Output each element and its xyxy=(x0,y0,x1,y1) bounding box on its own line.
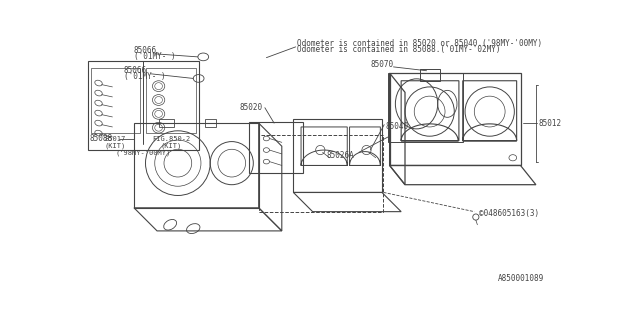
Text: 85017: 85017 xyxy=(105,136,126,142)
Bar xyxy=(88,61,200,150)
Text: (KIT): (KIT) xyxy=(160,142,182,149)
Text: 85012: 85012 xyxy=(538,119,561,128)
Text: 85020: 85020 xyxy=(239,103,262,112)
Text: 85040: 85040 xyxy=(386,123,409,132)
Text: ('98MY-'00MY): ('98MY-'00MY) xyxy=(116,150,171,156)
Text: Odometer is contained in 85088.('01MY-'02MY): Odometer is contained in 85088.('01MY-'0… xyxy=(297,45,500,54)
Text: ©048605163(3): ©048605163(3) xyxy=(479,210,539,219)
Bar xyxy=(91,68,140,133)
Text: 85088: 85088 xyxy=(90,134,113,143)
Text: (KIT): (KIT) xyxy=(105,142,126,149)
Bar xyxy=(147,68,196,133)
Text: 85070: 85070 xyxy=(371,60,394,69)
Text: 85026A: 85026A xyxy=(326,151,354,160)
Text: ('01MY- ): ('01MY- ) xyxy=(124,72,166,81)
Text: 85066: 85066 xyxy=(134,46,157,55)
Text: A850001089: A850001089 xyxy=(497,274,543,283)
Text: Odometer is contained in 85020 or 85040.('98MY-'00MY): Odometer is contained in 85020 or 85040.… xyxy=(297,39,542,48)
Text: FIG.850-2: FIG.850-2 xyxy=(152,136,190,142)
Text: ('01MY- ): ('01MY- ) xyxy=(134,52,175,60)
Text: 85066: 85066 xyxy=(124,66,147,75)
